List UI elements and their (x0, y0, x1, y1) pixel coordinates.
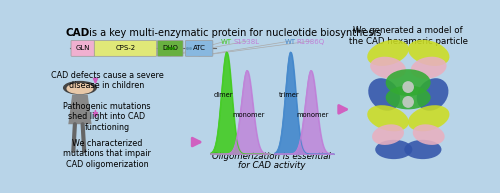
Ellipse shape (411, 57, 446, 79)
Text: the CAD hexameric particle: the CAD hexameric particle (348, 36, 468, 46)
Ellipse shape (386, 85, 430, 109)
Ellipse shape (416, 78, 448, 111)
Text: GLN: GLN (76, 45, 90, 51)
Polygon shape (68, 95, 92, 124)
Circle shape (67, 84, 92, 93)
Text: CAD: CAD (66, 28, 90, 38)
Ellipse shape (402, 96, 414, 108)
Text: WT: WT (285, 39, 296, 45)
Ellipse shape (368, 78, 400, 111)
Ellipse shape (372, 124, 404, 145)
FancyBboxPatch shape (186, 41, 213, 56)
Text: CAD defects cause a severe
disease in children: CAD defects cause a severe disease in ch… (50, 71, 164, 90)
Text: S1538L: S1538L (234, 39, 260, 45)
Text: WT: WT (221, 39, 232, 45)
FancyBboxPatch shape (71, 41, 94, 56)
Text: DHO: DHO (162, 45, 178, 51)
Text: is a key multi-enzymatic protein for nucleotide biosynthesis: is a key multi-enzymatic protein for nuc… (86, 28, 381, 38)
Text: ATC: ATC (192, 45, 205, 51)
Ellipse shape (402, 81, 414, 93)
Circle shape (64, 82, 96, 94)
Ellipse shape (375, 140, 412, 159)
Ellipse shape (408, 105, 450, 131)
Ellipse shape (367, 105, 409, 131)
Text: Pathogenic mutations
shed light into CAD
functioning: Pathogenic mutations shed light into CAD… (64, 102, 151, 132)
Ellipse shape (386, 69, 430, 96)
Ellipse shape (412, 124, 444, 145)
Text: We generated a model of: We generated a model of (354, 26, 463, 35)
Text: R1986Q: R1986Q (297, 39, 325, 45)
Ellipse shape (404, 140, 442, 159)
FancyBboxPatch shape (158, 41, 183, 56)
Ellipse shape (367, 40, 409, 66)
Ellipse shape (408, 40, 450, 66)
FancyBboxPatch shape (94, 41, 156, 56)
Text: for CAD activity: for CAD activity (238, 161, 306, 170)
Text: We characterized
mutations that impair
CAD oligomerization: We characterized mutations that impair C… (63, 139, 151, 169)
Ellipse shape (370, 57, 406, 79)
Text: CPS-2: CPS-2 (116, 45, 136, 51)
Text: Oligomerization is essential: Oligomerization is essential (212, 152, 331, 161)
